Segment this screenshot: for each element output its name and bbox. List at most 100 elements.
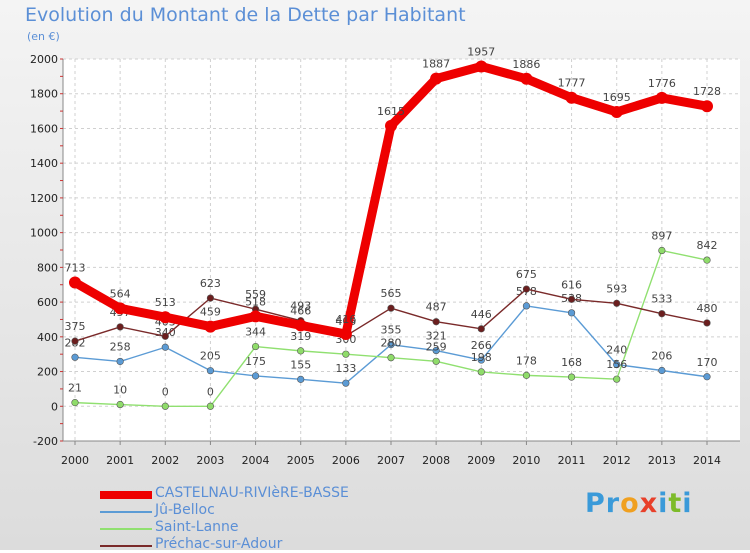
data-label: 513 xyxy=(155,296,176,309)
data-point xyxy=(71,337,79,345)
x-tick-label: 2003 xyxy=(196,454,224,467)
data-point xyxy=(613,299,621,307)
data-label: 198 xyxy=(471,351,492,364)
data-label: 206 xyxy=(651,350,672,363)
data-point xyxy=(703,373,711,381)
data-point xyxy=(432,346,440,355)
data-point xyxy=(567,295,576,303)
data-point xyxy=(204,320,217,333)
data-label: 466 xyxy=(290,304,311,317)
data-point xyxy=(565,91,578,104)
data-label: 897 xyxy=(651,230,672,243)
data-label: 493 xyxy=(290,300,311,313)
data-point xyxy=(387,341,395,349)
data-point xyxy=(339,328,352,341)
data-label: 344 xyxy=(245,326,266,339)
chart-unit-label: (en €) xyxy=(27,30,60,43)
data-point xyxy=(432,318,440,326)
legend-label: Jû-Belloc xyxy=(155,502,215,518)
data-label: 487 xyxy=(426,301,447,314)
data-label: 156 xyxy=(606,358,627,371)
data-point xyxy=(703,319,711,327)
data-point xyxy=(385,119,397,132)
data-point xyxy=(658,246,666,255)
x-tick-label: 2014 xyxy=(693,454,721,467)
logo-letter: t xyxy=(668,488,683,519)
data-point xyxy=(116,400,124,409)
data-point xyxy=(520,72,533,85)
data-label: 259 xyxy=(426,340,447,353)
data-point xyxy=(430,72,443,85)
data-point xyxy=(297,347,305,355)
data-point xyxy=(613,375,621,383)
logo-letter: i xyxy=(682,488,693,519)
data-label: 168 xyxy=(561,356,582,369)
data-label: 133 xyxy=(335,362,356,375)
data-label: 593 xyxy=(606,282,627,295)
logo-letter: x xyxy=(639,488,659,519)
data-label: 1615 xyxy=(377,105,405,118)
data-point xyxy=(610,105,623,118)
data-label: 623 xyxy=(200,277,221,290)
data-label: 175 xyxy=(245,355,266,368)
plot-area xyxy=(63,59,740,441)
data-point xyxy=(387,354,395,362)
y-tick-label: 1800 xyxy=(30,88,58,101)
data-label: 155 xyxy=(290,358,311,371)
data-point xyxy=(161,343,169,351)
data-label: 170 xyxy=(697,356,718,369)
data-point xyxy=(387,304,395,312)
x-tick-label: 2001 xyxy=(106,454,134,467)
data-label: 565 xyxy=(381,287,402,300)
data-point xyxy=(251,372,260,380)
data-point xyxy=(297,375,305,383)
y-tick-label: 1400 xyxy=(30,157,58,170)
data-label: 319 xyxy=(290,330,311,343)
data-label: 1777 xyxy=(558,77,586,90)
data-point xyxy=(71,353,79,361)
data-label: 518 xyxy=(245,295,266,308)
data-label: 1776 xyxy=(648,77,676,90)
data-label: 416 xyxy=(335,313,356,326)
data-label: 240 xyxy=(606,344,627,357)
data-point xyxy=(69,276,81,289)
proxiti-logo: Proxiti xyxy=(585,488,693,519)
y-tick-label: 1200 xyxy=(30,192,58,205)
logo-letter: P xyxy=(585,488,606,519)
legend-label: CASTELNAU-RIVIèRE-BASSE xyxy=(155,485,349,501)
data-point xyxy=(522,371,531,379)
data-label: 21 xyxy=(68,382,82,395)
data-point xyxy=(159,311,172,324)
legend-swatch xyxy=(100,545,152,547)
data-label: 205 xyxy=(200,350,221,363)
data-point xyxy=(475,60,488,73)
x-tick-label: 2000 xyxy=(61,454,89,467)
data-label: 0 xyxy=(207,385,214,398)
data-point xyxy=(477,356,485,364)
data-label: 1728 xyxy=(693,85,721,98)
x-tick-label: 2010 xyxy=(512,454,540,467)
data-point xyxy=(294,319,307,332)
y-tick-label: 1000 xyxy=(30,227,58,240)
data-point xyxy=(658,310,666,318)
data-point xyxy=(567,373,576,381)
logo-letter: o xyxy=(620,488,640,519)
data-point xyxy=(71,399,79,407)
logo-letter: r xyxy=(605,488,621,519)
data-point xyxy=(522,285,531,293)
data-point xyxy=(114,302,127,315)
x-tick-label: 2012 xyxy=(603,454,631,467)
data-label: 266 xyxy=(471,339,492,352)
data-label: 1887 xyxy=(422,58,450,71)
data-label: 446 xyxy=(471,308,492,321)
legend-swatch xyxy=(100,528,152,530)
data-point xyxy=(613,361,621,369)
data-label: 178 xyxy=(516,354,537,367)
y-tick-label: 800 xyxy=(37,261,58,274)
y-tick-label: 600 xyxy=(37,296,58,309)
legend-swatch xyxy=(100,491,152,499)
data-point xyxy=(251,342,260,351)
data-point xyxy=(116,323,124,331)
